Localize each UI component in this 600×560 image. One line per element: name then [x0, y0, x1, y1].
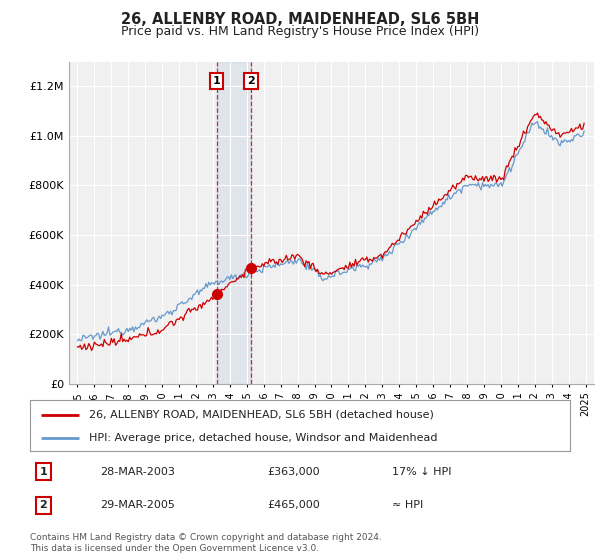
Text: 2: 2 — [40, 501, 47, 510]
Text: £465,000: £465,000 — [268, 501, 320, 510]
Text: ≈ HPI: ≈ HPI — [392, 501, 423, 510]
Text: 1: 1 — [213, 76, 221, 86]
Text: 1: 1 — [40, 467, 47, 477]
Text: Price paid vs. HM Land Registry's House Price Index (HPI): Price paid vs. HM Land Registry's House … — [121, 25, 479, 38]
Text: HPI: Average price, detached house, Windsor and Maidenhead: HPI: Average price, detached house, Wind… — [89, 433, 438, 443]
Text: Contains HM Land Registry data © Crown copyright and database right 2024.
This d: Contains HM Land Registry data © Crown c… — [30, 533, 382, 553]
Text: 26, ALLENBY ROAD, MAIDENHEAD, SL6 5BH: 26, ALLENBY ROAD, MAIDENHEAD, SL6 5BH — [121, 12, 479, 27]
Text: 29-MAR-2005: 29-MAR-2005 — [100, 501, 175, 510]
Text: 28-MAR-2003: 28-MAR-2003 — [100, 467, 175, 477]
Text: 2: 2 — [247, 76, 255, 86]
Bar — [217, 62, 251, 384]
Text: 17% ↓ HPI: 17% ↓ HPI — [392, 467, 451, 477]
Text: 26, ALLENBY ROAD, MAIDENHEAD, SL6 5BH (detached house): 26, ALLENBY ROAD, MAIDENHEAD, SL6 5BH (d… — [89, 409, 434, 419]
Text: £363,000: £363,000 — [268, 467, 320, 477]
